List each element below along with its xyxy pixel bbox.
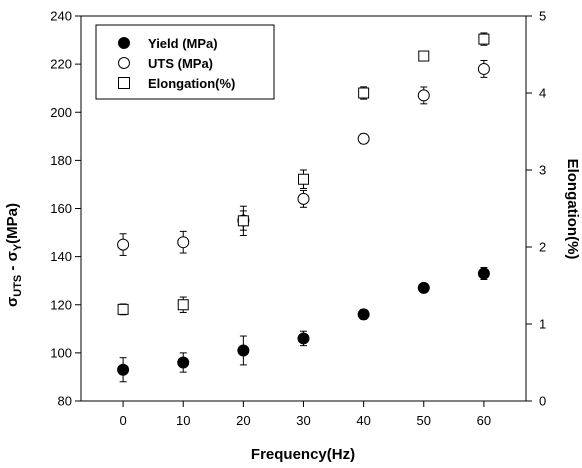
y2-tick-label: 2	[539, 240, 546, 255]
elongation-point	[358, 87, 370, 99]
y-tick-label: 200	[50, 105, 72, 120]
legend-marker-open-square	[118, 77, 130, 89]
y-tick-label: 240	[50, 9, 72, 24]
uts-point	[117, 238, 130, 251]
yield-point	[297, 332, 310, 345]
plot-frame	[80, 15, 527, 402]
yield-point	[237, 344, 250, 357]
y2-tick-label: 0	[539, 394, 546, 409]
legend-label-elongation: Elongation(%)	[148, 76, 235, 91]
elongation-point	[298, 173, 309, 185]
elongation-point	[177, 299, 189, 311]
yield-point	[477, 267, 490, 280]
x-tick-label: 30	[296, 413, 310, 428]
legend-item-yield: Yield (MPa)	[118, 36, 218, 51]
legend-label-yield: Yield (MPa)	[148, 36, 218, 51]
y-tick-label: 180	[50, 153, 72, 168]
elongation-point	[237, 215, 249, 227]
y-axis-title: σUTS - σY(MPa)	[4, 203, 24, 307]
y-tick-label: 160	[50, 201, 72, 216]
x-axis-title: Frequency(Hz)	[251, 446, 355, 463]
y-tick-label: 80	[58, 394, 72, 409]
elongation-point	[117, 303, 129, 315]
yield-point	[417, 281, 430, 294]
y-tick-label: 220	[50, 57, 72, 72]
legend: Yield (MPa) UTS (MPa) Elongation(%)	[95, 24, 275, 100]
uts-point	[357, 132, 370, 145]
x-tick-label: 40	[356, 413, 370, 428]
legend-label-uts: UTS (MPa)	[148, 56, 213, 71]
legend-item-uts: UTS (MPa)	[118, 56, 213, 71]
uts-point	[177, 236, 190, 249]
yield-point	[117, 363, 130, 376]
yield-point	[177, 356, 190, 369]
legend-marker-open-circle	[118, 57, 130, 69]
legend-item-elongation: Elongation(%)	[118, 76, 235, 91]
yield-point	[357, 308, 370, 321]
y2-tick-label: 4	[539, 86, 546, 101]
x-tick-label: 20	[236, 413, 250, 428]
y2-tick-label: 5	[539, 9, 546, 24]
uts-point	[417, 89, 430, 102]
y2-tick-label: 3	[539, 163, 546, 178]
ticks-layer: 0 10 20 30 40 50 60 80 100 120 140 160 180 200 220 240 0…	[50, 9, 546, 429]
elongation-point	[478, 33, 490, 45]
x-tick-label: 60	[477, 413, 491, 428]
uts-point	[297, 192, 310, 205]
y2-axis-title: Elongation(%)	[564, 159, 581, 260]
uts-point	[477, 62, 490, 75]
y-tick-label: 120	[50, 297, 72, 312]
y-tick-label: 100	[50, 345, 72, 360]
elongation-point	[418, 50, 430, 62]
x-tick-label: 50	[417, 413, 431, 428]
legend-marker-filled-circle	[118, 37, 130, 49]
y2-tick-label: 1	[539, 317, 546, 332]
y-tick-label: 140	[50, 249, 72, 264]
data-layer	[117, 32, 490, 383]
x-tick-label: 0	[119, 413, 126, 428]
x-tick-label: 10	[176, 413, 190, 428]
